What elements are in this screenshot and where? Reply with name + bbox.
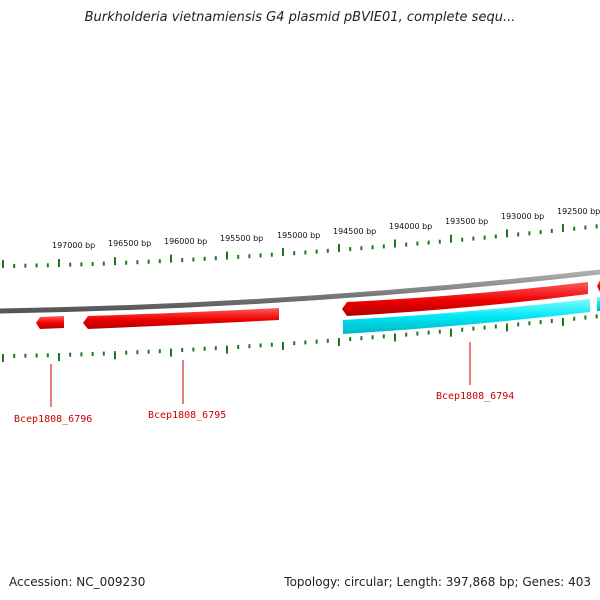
gene-arrow-edge[interactable]: [597, 280, 600, 292]
map-title: Burkholderia vietnamiensis G4 plasmid pB…: [84, 10, 516, 25]
scale-tick-labels: 197000 bp 196500 bp 196000 bp 195500 bp …: [52, 207, 600, 250]
tick-label-195500: 195500 bp: [220, 234, 263, 243]
gene-label-6794[interactable]: Bcep1808_6794: [436, 391, 514, 402]
tick-label-197000: 197000 bp: [52, 241, 95, 250]
plasmid-backbone: [0, 269, 600, 314]
gene-arrow-6795[interactable]: [83, 308, 279, 329]
cds-feature-6794[interactable]: [343, 299, 590, 334]
gene-arrow-6794[interactable]: [342, 282, 588, 316]
tick-label-193000: 193000 bp: [501, 212, 544, 221]
tick-label-192500: 192500 bp: [557, 207, 600, 216]
tick-label-195000: 195000 bp: [277, 231, 320, 240]
inner-scale-ring: [2, 314, 598, 362]
gene-label-6796[interactable]: Bcep1808_6796: [14, 414, 92, 425]
tick-label-193500: 193500 bp: [445, 217, 488, 226]
tick-label-196500: 196500 bp: [108, 239, 151, 248]
accession-text: Accession: NC_009230: [9, 575, 146, 589]
tick-label-194500: 194500 bp: [333, 227, 376, 236]
gene-arrow-6796[interactable]: [36, 316, 64, 329]
gene-leader-lines: [50, 342, 471, 407]
tick-label-196000: 196000 bp: [164, 237, 207, 246]
cds-feature-edge[interactable]: [597, 297, 600, 311]
gene-arrows: [36, 280, 600, 329]
topology-summary: Topology: circular; Length: 397,868 bp; …: [284, 575, 591, 589]
outer-scale-ring: [2, 223, 598, 268]
gene-label-6795[interactable]: Bcep1808_6795: [148, 410, 226, 421]
tick-label-194000: 194000 bp: [389, 222, 432, 231]
